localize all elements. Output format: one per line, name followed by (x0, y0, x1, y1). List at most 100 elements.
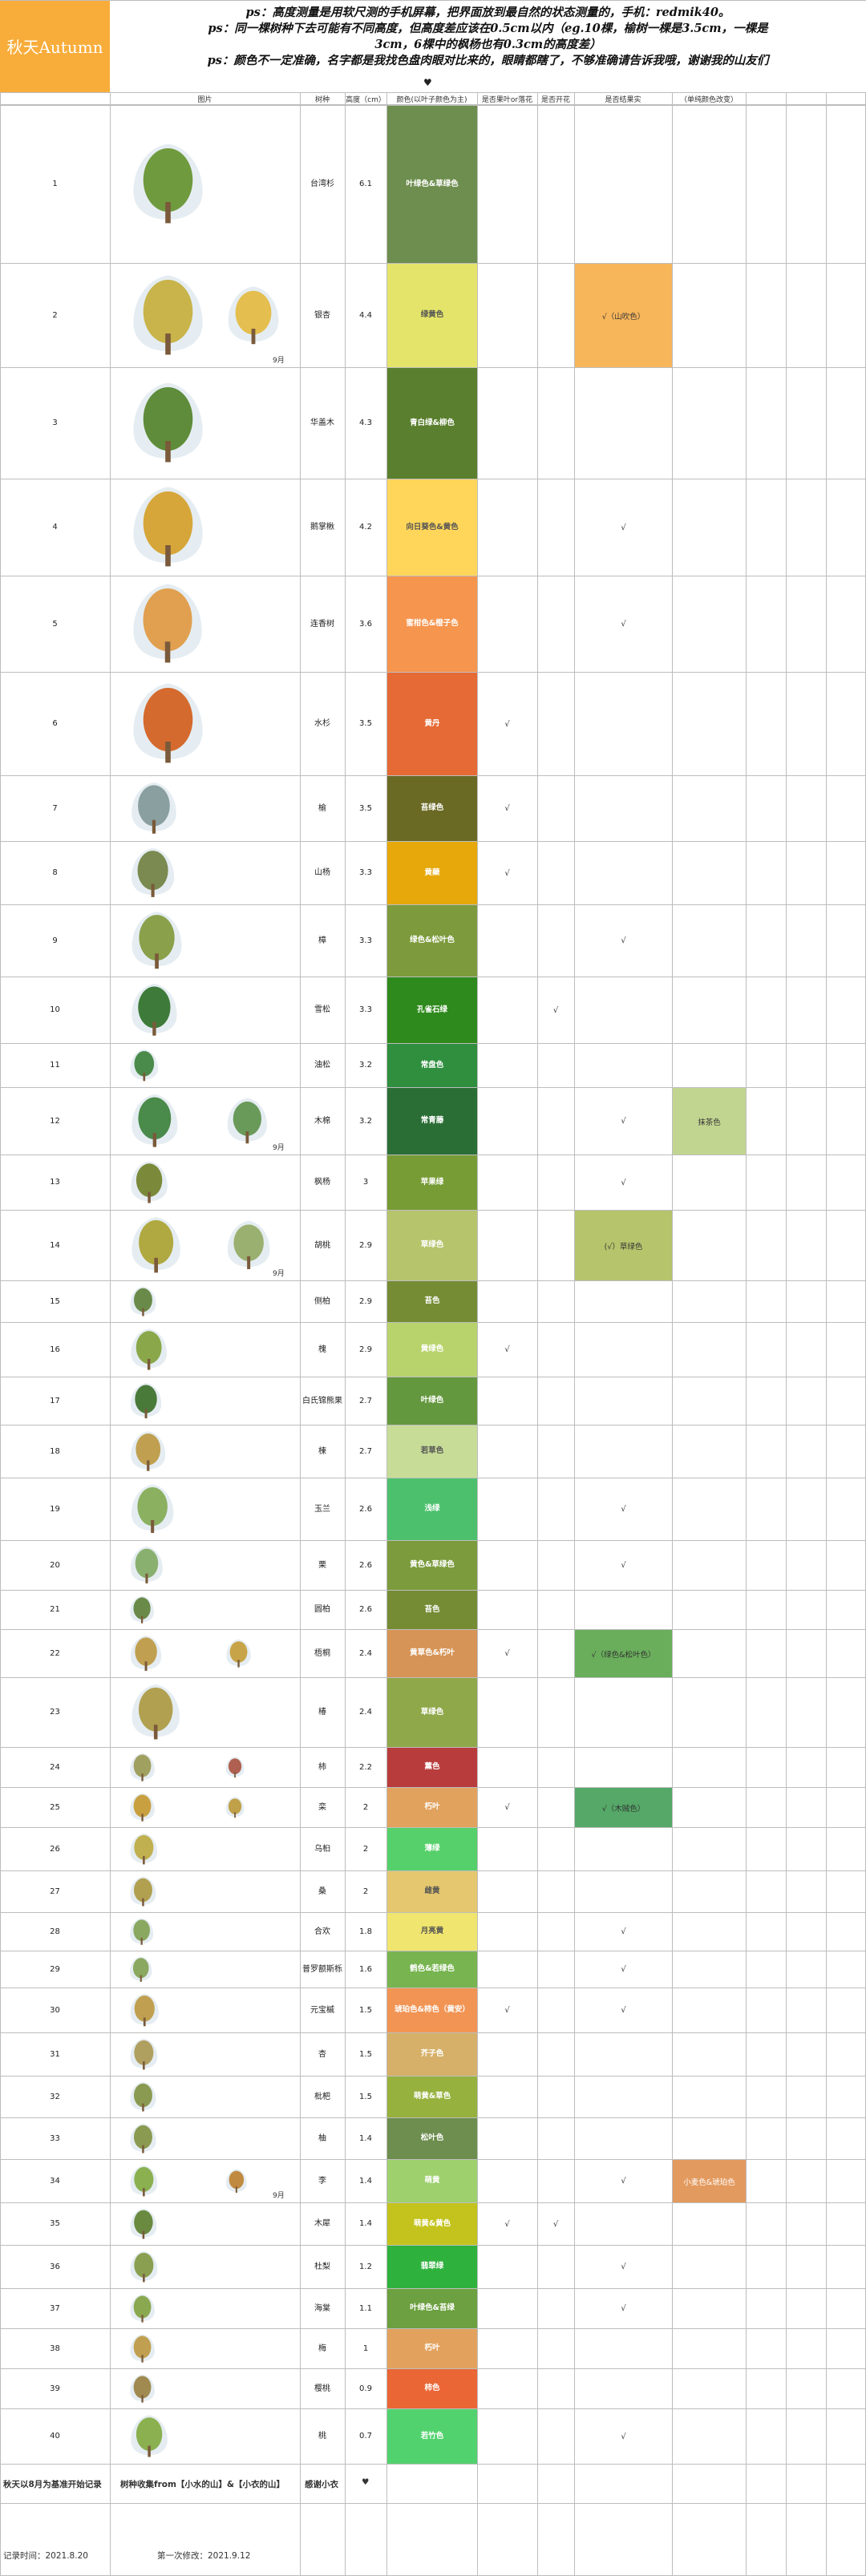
fruit-mark (477, 905, 537, 977)
height-value: 2.7 (359, 1446, 372, 1456)
result-mark (575, 1281, 672, 1322)
fruit-mark (477, 2329, 537, 2368)
result-mark: √ (621, 1561, 626, 1570)
color-swatch: 芥子色 (387, 2033, 477, 2076)
color-swatch: 月亮黄 (387, 1913, 477, 1951)
height-value: 3.2 (359, 1061, 372, 1070)
result-mark: √ (621, 2177, 626, 2186)
tree-illustration (131, 2415, 168, 2457)
footer-note-middle: 树种收集from【小水的山】&【小衣的山】 (120, 2480, 285, 2489)
color-swatch: 草绿色 (387, 1678, 477, 1747)
row-number: 7 (52, 803, 58, 813)
row-number: 21 (50, 1605, 60, 1614)
grid-line (0, 775, 866, 776)
color-swatch: 薄绿 (387, 1828, 477, 1870)
species-name: 山杨 (314, 868, 330, 877)
species-name: 梧桐 (314, 1648, 330, 1658)
height-value: 1.4 (359, 2219, 372, 2228)
tree-illustration-alt (227, 1220, 270, 1269)
species-name: 槐 (318, 1345, 326, 1354)
row-number: 30 (50, 2005, 60, 2015)
fruit-mark (477, 1748, 537, 1787)
fruit-mark (477, 264, 537, 367)
flower-mark (537, 1425, 574, 1478)
fruit-mark (477, 2033, 537, 2076)
month-label: 9月 (273, 357, 285, 365)
fruit-mark (477, 368, 537, 479)
result-mark (575, 977, 672, 1043)
tree-illustration (130, 1876, 156, 1907)
height-value: 2.4 (359, 1708, 372, 1717)
grid-line (0, 367, 866, 368)
grid-line (0, 1540, 866, 1541)
result-mark (575, 2369, 672, 2408)
color-change-note (673, 2118, 746, 2159)
fruit-mark (477, 1591, 537, 1629)
species-name: 栾 (318, 1802, 326, 1812)
result-mark (575, 2033, 672, 2076)
height-value: 3.6 (359, 619, 372, 629)
height-value: 3 (362, 1178, 369, 1187)
result-mark (575, 1425, 672, 1478)
color-swatch: 草绿色 (387, 1211, 477, 1280)
color-change-note (673, 576, 746, 672)
flower-mark (537, 2077, 574, 2117)
species-name: 玉兰 (314, 1504, 330, 1514)
row-number: 18 (50, 1446, 60, 1456)
color-change-note (673, 1748, 746, 1787)
height-value: 2 (362, 1802, 369, 1812)
row-number: 40 (50, 2432, 60, 2441)
result-mark (575, 2329, 672, 2368)
flower-mark (537, 2033, 574, 2076)
result-mark (575, 776, 672, 841)
species-name: 樱桃 (314, 2384, 330, 2393)
tree-illustration (130, 1793, 155, 1822)
color-swatch: 苔色 (387, 1281, 477, 1322)
flower-mark (537, 1748, 574, 1787)
flower-mark (537, 905, 574, 977)
result-mark: √ (621, 2006, 626, 2015)
header-note: （单纯颜色改变） (679, 95, 738, 104)
fruit-mark (477, 1281, 537, 1322)
grid-line (110, 92, 111, 2575)
color-change-note (673, 977, 746, 1043)
grid-line (0, 1747, 866, 1748)
flower-mark (537, 776, 574, 841)
heart-icon: ♥ (362, 2477, 370, 2487)
fruit-mark (477, 2369, 537, 2408)
fruit-mark (477, 1155, 537, 1210)
tree-illustration-alt (227, 1098, 268, 1144)
grid-line (300, 92, 301, 2575)
color-change-note: 抹茶色 (673, 1088, 746, 1155)
flower-mark (537, 2118, 574, 2159)
color-swatch: 叶绿色 (387, 1377, 477, 1425)
fruit-mark (477, 1678, 537, 1747)
color-change-note (673, 2033, 746, 2076)
fruit-mark (477, 1088, 537, 1155)
title-cell: 秋天Autumn (0, 0, 110, 92)
row-number: 33 (50, 2133, 60, 2143)
species-name: 樟 (318, 936, 326, 945)
fruit-mark (477, 1951, 537, 1988)
result-mark (575, 842, 672, 904)
row-number: 17 (50, 1396, 60, 1405)
color-change-note (673, 2369, 746, 2408)
result-mark (575, 1044, 672, 1087)
tree-illustration (130, 1635, 162, 1672)
color-swatch: 薰色 (387, 1748, 477, 1787)
species-name: 栗 (318, 1560, 326, 1570)
flower-mark (537, 842, 574, 904)
grid-line (477, 92, 478, 2575)
species-name: 柿 (318, 1762, 326, 1772)
color-swatch: 黄丹 (387, 673, 477, 775)
species-name: 海棠 (314, 2303, 330, 2313)
grid-line (0, 2464, 866, 2465)
color-swatch: 若竹色 (387, 2409, 477, 2464)
result-mark: (√）草绿色 (575, 1211, 672, 1280)
tree-illustration (132, 782, 176, 834)
tree-illustration (131, 1484, 174, 1533)
month-label: 9月 (273, 2192, 285, 2200)
row-number: 13 (50, 1178, 60, 1187)
species-name: 椿 (318, 1708, 326, 1717)
color-swatch: 浅绿 (387, 1478, 477, 1540)
